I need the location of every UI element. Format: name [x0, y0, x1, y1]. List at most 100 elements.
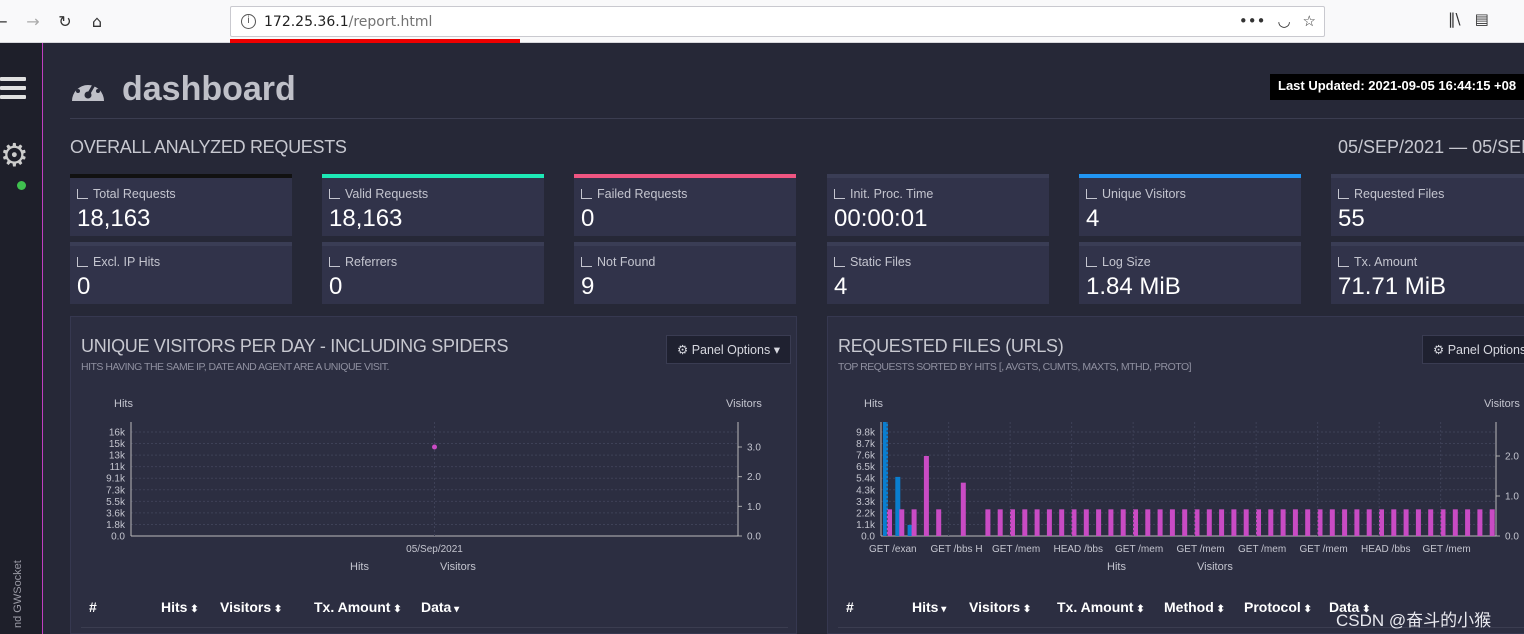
bar-chart-icon: [834, 257, 845, 267]
table-header-label: Visitors: [969, 599, 1021, 615]
stat-label-text: Total Requests: [93, 187, 176, 201]
visitors-bar: [1440, 509, 1446, 536]
stat-card: Tx. Amount 71.71 MiB: [1331, 242, 1524, 304]
stat-value: 0: [329, 273, 343, 300]
url-host: 172.25.36.1: [264, 14, 349, 30]
overall-title: OVERALL ANALYZED REQUESTS: [70, 137, 347, 157]
stat-card: Log Size 1.84 MiB: [1079, 242, 1301, 304]
table-header-tx-amount[interactable]: Tx. Amount ⬍: [1057, 599, 1145, 615]
visitors-panel-options-button[interactable]: ⚙ Panel Options ▾: [666, 335, 791, 364]
stat-label: Unique Visitors: [1086, 187, 1186, 201]
visitors-chart: Hits Visitors0.01.8k3.6k5.5k7.3k9.1k11k13…: [106, 398, 762, 573]
visitors-bar: [1379, 509, 1384, 536]
url-path: /report.html: [348, 14, 433, 30]
sort-icon: ⬍: [390, 604, 402, 615]
pocket-icon[interactable]: ◡: [1277, 12, 1291, 30]
sort-icon: ⬍: [1213, 604, 1225, 615]
x-tick-label: GET /exan: [869, 544, 917, 555]
y-tick-label: 6.5k: [856, 462, 876, 473]
stat-value: 71.71 MiB: [1338, 273, 1447, 300]
requests-panel-options-button[interactable]: ⚙ Panel Options: [1422, 335, 1524, 364]
stat-value: 55: [1338, 205, 1365, 232]
library-icon[interactable]: ‖\: [1448, 10, 1461, 28]
dashboard-icon: [72, 78, 104, 101]
sort-desc-icon: ▾: [938, 604, 947, 615]
visitors-bar: [1157, 509, 1163, 536]
visitors-bar: [1120, 509, 1126, 536]
visitors-panel-subtitle: HITS HAVING THE SAME IP, DATE AND AGENT …: [81, 361, 389, 373]
table-header-#: #: [89, 599, 97, 615]
x-tick-label: GET /mem: [1423, 544, 1471, 555]
bar-chart-icon: [329, 189, 340, 199]
visitors-bar: [1342, 509, 1348, 536]
table-header-tx-amount[interactable]: Tx. Amount ⬍: [314, 599, 402, 615]
legend-hits: Hits: [1107, 561, 1126, 573]
visitors-bar: [1194, 509, 1200, 536]
address-bar[interactable]: i 172.25.36.1/report.html ••• ◡ ☆: [230, 6, 1325, 37]
y-tick-label: 0.0: [111, 532, 125, 543]
table-header-label: Tx. Amount: [314, 599, 391, 615]
annotation-underline: [230, 39, 520, 43]
x-tick-label: GET /mem: [1300, 544, 1348, 555]
stat-label: Init. Proc. Time: [834, 187, 933, 201]
stat-card: Failed Requests 0: [574, 174, 796, 236]
table-header-protocol[interactable]: Protocol ⬍: [1244, 599, 1312, 615]
date-range: 05/SEP/2021 — 05/SEP/2: [1338, 137, 1524, 157]
sort-icon: ⬍: [1359, 604, 1371, 615]
y-axis-left-title: Hits: [864, 398, 883, 410]
bar-chart-icon: [1338, 189, 1349, 199]
table-header-data[interactable]: Data ▾: [421, 599, 459, 615]
y2-tick-label: 0.0: [1505, 532, 1519, 543]
sidebar-toggle-icon[interactable]: ▤: [1474, 10, 1489, 28]
x-tick-label: HEAD /bbs: [1054, 544, 1103, 555]
stat-label-text: Excl. IP Hits: [93, 255, 161, 269]
visitors-bar: [1059, 509, 1065, 536]
stat-value: 00:00:01: [834, 205, 928, 232]
sidebar: ⚙ nd GWSocket: [0, 43, 43, 634]
y-axis-right-title: Visitors: [1484, 398, 1520, 410]
panel-options-label: Panel Options: [1447, 343, 1524, 357]
sort-icon: ⬍: [1020, 604, 1032, 615]
y2-tick-label: 0.0: [747, 532, 761, 543]
y-tick-label: 0.0: [861, 532, 875, 543]
star-icon[interactable]: ☆: [1302, 12, 1316, 30]
visitors-bar: [1477, 509, 1483, 536]
legend-visitors: Visitors: [440, 561, 476, 573]
y-tick-label: 15k: [109, 439, 126, 450]
home-icon[interactable]: ⌂: [91, 11, 103, 31]
ellipsis-icon[interactable]: •••: [1238, 12, 1266, 30]
table-header-data[interactable]: Data ⬍: [1329, 599, 1371, 615]
table-header-hits[interactable]: Hits ⬍: [161, 599, 199, 615]
visitors-bar: [923, 456, 929, 536]
table-header-visitors[interactable]: Visitors ⬍: [969, 599, 1031, 615]
info-icon[interactable]: i: [241, 14, 256, 29]
visitors-bar: [1219, 509, 1225, 536]
y-tick-label: 9.1k: [106, 474, 126, 485]
url-text[interactable]: 172.25.36.1/report.html: [264, 14, 432, 30]
stat-card: Valid Requests 18,163: [322, 174, 544, 236]
stat-label: Not Found: [581, 255, 655, 269]
gear-icon[interactable]: ⚙: [0, 136, 29, 174]
sort-icon: ⬍: [1133, 604, 1145, 615]
visitors-bar: [1489, 509, 1495, 536]
reload-icon[interactable]: ↻: [58, 11, 72, 31]
stat-card: Not Found 9: [574, 242, 796, 304]
forward-icon[interactable]: →: [26, 11, 40, 31]
table-header-visitors[interactable]: Visitors ⬍: [220, 599, 282, 615]
visitors-bar: [1403, 509, 1409, 536]
stat-label: Failed Requests: [581, 187, 687, 201]
visitors-bar: [1108, 509, 1114, 536]
visitors-bar: [985, 509, 991, 536]
stat-label: Log Size: [1086, 255, 1151, 269]
sidebar-vertical-text: nd GWSocket: [12, 560, 24, 628]
y-tick-label: 1.1k: [856, 520, 876, 531]
table-header-hits[interactable]: Hits ▾: [912, 599, 946, 615]
menu-icon[interactable]: [0, 77, 26, 104]
stat-label-text: Static Files: [850, 255, 912, 269]
visitors-bar: [1292, 509, 1298, 536]
table-header-method[interactable]: Method ⬍: [1164, 599, 1225, 615]
stat-label-text: Unique Visitors: [1102, 187, 1186, 201]
x-tick-label: GET /bbs H: [931, 544, 983, 555]
back-icon[interactable]: ←: [0, 11, 8, 31]
visitors-bar: [887, 509, 892, 536]
